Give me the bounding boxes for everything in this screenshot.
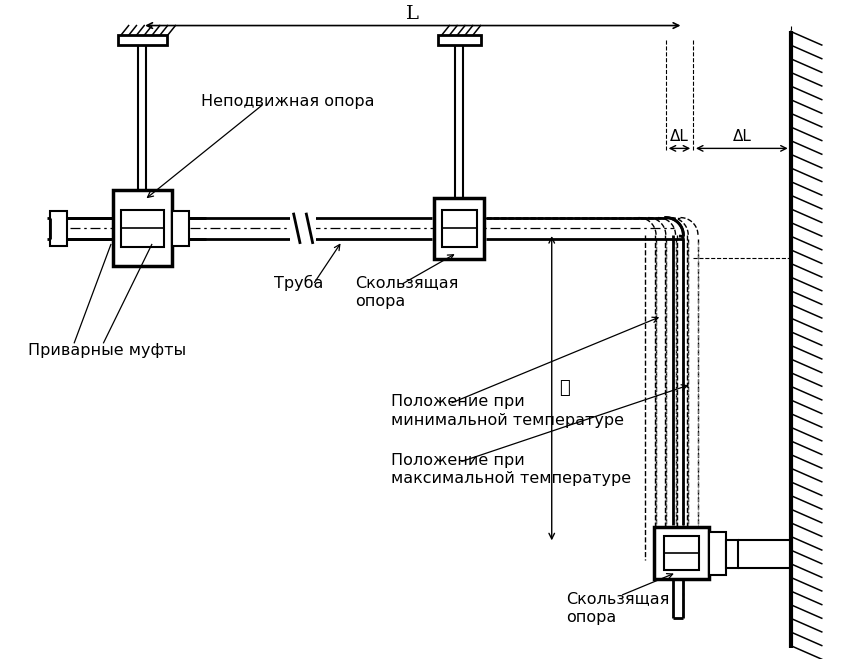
Bar <box>709 532 726 575</box>
Bar <box>664 536 699 569</box>
Bar <box>113 190 172 266</box>
Bar <box>726 540 738 567</box>
Text: Положение при
максимальной температуре: Положение при максимальной температуре <box>391 453 631 486</box>
Text: Приварные муфты: Приварные муфты <box>28 344 186 358</box>
Bar <box>434 198 484 259</box>
Text: ΔL: ΔL <box>733 128 751 144</box>
Bar <box>441 210 477 247</box>
Bar <box>121 210 164 247</box>
Text: ΔL: ΔL <box>670 128 689 144</box>
Text: L: L <box>406 5 419 23</box>
Bar <box>118 35 167 45</box>
Bar <box>291 213 316 244</box>
Text: ℓ: ℓ <box>559 379 570 397</box>
Bar <box>49 211 67 246</box>
Bar <box>654 527 709 579</box>
Text: Труба: Труба <box>274 275 323 291</box>
Text: Скользящая
опора: Скользящая опора <box>354 275 458 308</box>
Bar <box>172 211 189 246</box>
Text: Неподвижная опора: Неподвижная опора <box>201 94 374 109</box>
Text: Скользящая
опора: Скользящая опора <box>566 591 670 624</box>
Bar <box>438 35 480 45</box>
Text: Положение при
минимальной температуре: Положение при минимальной температуре <box>391 394 624 428</box>
